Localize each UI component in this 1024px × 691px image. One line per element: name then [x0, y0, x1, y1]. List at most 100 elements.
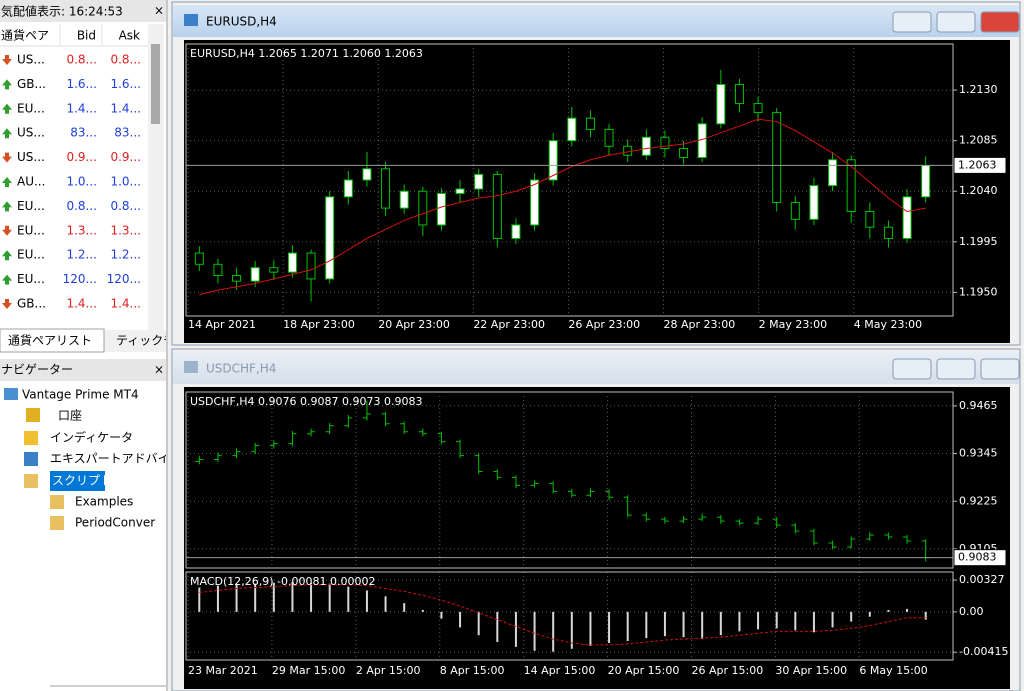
close-button[interactable]: [980, 358, 1020, 380]
tree-item[interactable]: Vantage Prime MT4: [22, 388, 139, 402]
candle-body: [232, 275, 242, 282]
ask: 1.4...: [110, 297, 141, 311]
column-header[interactable]: Bid: [77, 29, 96, 43]
tab-active[interactable]: [0, 328, 105, 353]
tree-item[interactable]: Examples: [75, 495, 133, 509]
candle-body: [753, 103, 763, 114]
bar-ticks: [586, 490, 595, 496]
bid: 1.4...: [66, 297, 97, 311]
tree-item[interactable]: PeriodConver: [75, 516, 155, 530]
bar-ticks: [716, 516, 725, 522]
candle-body: [306, 252, 316, 280]
bar-ticks: [381, 413, 390, 425]
minimize-button[interactable]: [892, 358, 932, 380]
candle-body: [194, 252, 204, 265]
symbol[interactable]: GB...: [17, 297, 46, 311]
bar-ticks: [660, 518, 669, 522]
icon: [50, 516, 64, 530]
tree-item[interactable]: インディケータ: [50, 430, 133, 445]
symbol[interactable]: EU...: [17, 248, 45, 262]
chart-bg: [184, 40, 1010, 343]
bid: 83...: [70, 126, 97, 140]
ask: 0.9...: [110, 150, 141, 164]
close-button[interactable]: ×: [154, 363, 164, 377]
maximize-button[interactable]: [936, 358, 976, 380]
candle-body: [716, 83, 726, 125]
plot-border: [185, 391, 954, 569]
market-watch-header: [0, 0, 166, 22]
bid: 1.3...: [66, 223, 97, 237]
maximize-button[interactable]: [936, 11, 976, 33]
symbol[interactable]: GB...: [17, 77, 46, 91]
symbol[interactable]: EU...: [17, 101, 45, 115]
x-tick-label: 2 Apr 15:00: [356, 664, 421, 677]
candle-body: [381, 168, 391, 209]
minimize-button[interactable]: [892, 11, 932, 33]
y-tick-label: 1.2085: [959, 134, 998, 147]
bar-ticks: [530, 482, 539, 486]
symbol[interactable]: EU...: [17, 223, 45, 237]
icon: [24, 474, 38, 488]
bar-ticks: [344, 417, 353, 427]
candle-body: [604, 128, 614, 147]
bar-ticks: [903, 536, 912, 542]
direction-arrow: [2, 55, 12, 65]
indicator-header: MACD(12,26,9) -0.00081 0.00002: [190, 575, 375, 588]
column-header[interactable]: Ask: [119, 29, 140, 43]
column-header[interactable]: 通貨ペア: [1, 28, 49, 43]
moving-average: [199, 118, 926, 296]
candle-body: [492, 173, 502, 239]
bar-ticks: [474, 455, 483, 472]
bar-ticks: [362, 413, 371, 419]
bid: 0.8...: [66, 53, 97, 67]
candle-body: [269, 267, 279, 273]
bar-ticks: [809, 530, 818, 544]
tree-item[interactable]: エキスパートアドバイザ: [50, 452, 182, 466]
candle-body: [865, 210, 875, 228]
bar-ticks: [791, 524, 800, 532]
ask: 1.3...: [110, 223, 141, 237]
tab-label[interactable]: 通貨ペアリスト: [8, 333, 92, 348]
direction-arrow: [2, 103, 12, 114]
symbol[interactable]: US...: [17, 53, 45, 67]
symbol[interactable]: US...: [17, 126, 45, 140]
window-title: EURUSD,H4: [206, 15, 277, 29]
icon: [26, 408, 40, 422]
bid: 1.0...: [66, 175, 97, 189]
direction-arrow: [2, 250, 12, 261]
bid: 120...: [63, 272, 97, 286]
bar-ticks: [698, 516, 707, 520]
ask: 83...: [114, 126, 141, 140]
tree-item[interactable]: 口座: [58, 408, 82, 423]
ask: 1.2...: [110, 248, 141, 262]
symbol[interactable]: US...: [17, 150, 45, 164]
tree-item[interactable]: スクリプト: [52, 474, 112, 488]
direction-arrow: [2, 201, 12, 212]
y-tick-label: 0.9345: [959, 447, 998, 460]
tab-label[interactable]: ティックチ: [116, 334, 175, 348]
symbol[interactable]: EU...: [17, 272, 45, 286]
symbol[interactable]: EU...: [17, 199, 45, 213]
title-bar: [173, 352, 1019, 384]
candle-body: [641, 136, 651, 156]
bar-ticks: [269, 443, 278, 447]
x-tick-label: 6 May 15:00: [859, 664, 927, 677]
navigator-header: [0, 359, 166, 381]
direction-arrow: [2, 177, 12, 187]
bar-ticks: [307, 431, 316, 435]
title-bar: [173, 5, 1019, 37]
y-tick-label: 0.00327: [959, 573, 1005, 586]
symbol[interactable]: AU...: [17, 175, 45, 189]
bid: 1.6...: [66, 77, 97, 91]
current-price: 1.2063: [958, 158, 997, 171]
scroll-thumb[interactable]: [151, 44, 160, 124]
icon: [4, 388, 18, 400]
close-button[interactable]: [980, 11, 1020, 33]
bid: 1.2...: [66, 248, 97, 262]
candle-body: [436, 192, 446, 226]
close-button[interactable]: ×: [154, 4, 164, 18]
candle-body: [734, 83, 744, 105]
x-tick-label: 29 Mar 15:00: [272, 664, 345, 677]
candle-body: [660, 136, 670, 150]
